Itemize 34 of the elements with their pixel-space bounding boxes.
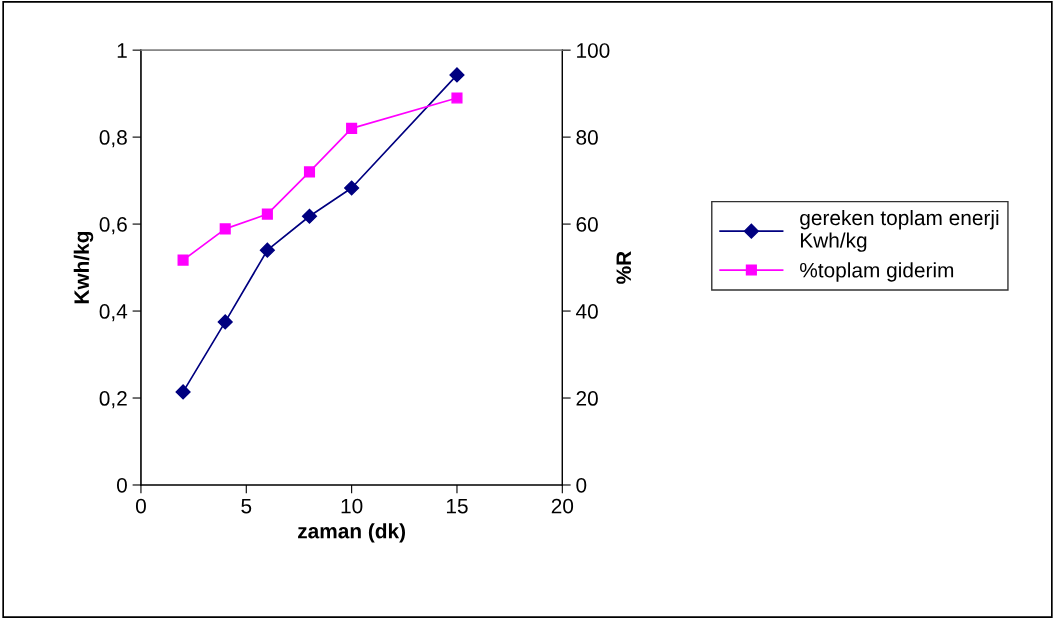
point <box>177 254 189 266</box>
point <box>219 223 231 235</box>
y-tick-label: 0,2 <box>99 391 127 409</box>
y-axis-title: Kwh/kg <box>73 231 94 304</box>
point <box>303 166 316 178</box>
point <box>346 122 358 134</box>
x-tick-label: 5 <box>241 498 252 514</box>
y-tick-label: 0,8 <box>99 130 127 148</box>
y2-tick-label: 60 <box>576 217 598 232</box>
y-tick-label: 0 <box>116 477 127 493</box>
legend-label: gereken toplam enerji Kwh/kg <box>800 209 999 252</box>
legend-label: %toplam giderim <box>800 262 954 282</box>
x-tick-label: 15 <box>446 498 468 514</box>
y2-tick-label: 100 <box>577 43 610 58</box>
y2-axis-title: %R <box>616 251 632 284</box>
point <box>301 208 318 224</box>
y-tick-label: 1 <box>117 43 127 58</box>
point <box>261 208 273 220</box>
x-axis-title: zaman (dk) <box>298 523 406 543</box>
x-tick-label: 10 <box>341 498 363 514</box>
point <box>451 92 463 104</box>
point <box>259 242 275 258</box>
y-tick-label: 0,6 <box>99 217 127 235</box>
point <box>449 67 465 83</box>
y2-tick-label: 20 <box>576 391 598 406</box>
point <box>344 180 360 196</box>
y2-tick-label: 40 <box>575 304 598 319</box>
x-tick-label: 20 <box>551 498 574 514</box>
point <box>217 314 233 330</box>
y2-tick-label: 0 <box>576 477 587 493</box>
x-tick-label: 0 <box>135 498 146 514</box>
y2-tick-label: 80 <box>576 130 598 145</box>
point <box>175 384 191 400</box>
y-tick-label: 0,4 <box>99 304 128 322</box>
